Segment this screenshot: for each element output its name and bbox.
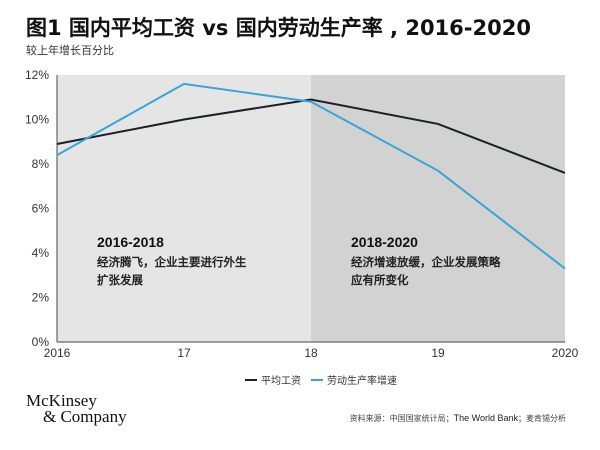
y-tick-label: 2% — [32, 291, 50, 305]
line-chart: 0% 2% 4% 6% 8% 10% 12% 2016 17 18 19 2020 2016-2018… — [25, 68, 579, 387]
region-text-1-0: 经济增速放缓，企业发展策略 — [351, 255, 501, 269]
region-0 — [57, 75, 311, 342]
legend-label-1: 劳动生产率增速 — [327, 374, 397, 387]
logo-line-1: McKinsey — [26, 391, 97, 410]
y-tick-label: 10% — [25, 113, 49, 127]
logo-line-2: & Company — [43, 407, 127, 426]
source-suffix: ；麦肯锡分析 — [518, 414, 566, 423]
x-tick-label: 2016 — [44, 346, 71, 360]
y-tick-label: 6% — [32, 202, 50, 216]
source-world-bank: The World Bank — [453, 413, 518, 423]
y-tick-label: 0% — [32, 335, 50, 349]
source-prefix: 资料来源：中国国家统计局； — [349, 414, 454, 423]
region-1 — [311, 75, 565, 342]
legend-label-0: 平均工资 — [261, 375, 301, 387]
region-label-1: 2018-2020 — [351, 234, 418, 250]
chart-subtitle: 较上年增长百分比 — [26, 44, 114, 57]
x-tick-label: 2020 — [552, 346, 579, 360]
x-tick-label: 17 — [177, 346, 191, 360]
chart-title: 图1 国内平均工资 vs 国内劳动生产率 , 2016-2020 — [26, 16, 531, 40]
region-text-0-1: 扩张发展 — [97, 273, 143, 287]
x-tick-label: 19 — [431, 346, 445, 360]
y-tick-label: 4% — [32, 246, 50, 260]
y-tick-label: 12% — [25, 68, 49, 82]
x-tick-label: 18 — [304, 346, 318, 360]
y-tick-label: 8% — [32, 157, 50, 171]
region-text-1-1: 应有所变化 — [351, 273, 409, 287]
region-text-0-0: 经济腾飞，企业主要进行外生 — [97, 255, 247, 269]
region-label-0: 2016-2018 — [97, 234, 164, 250]
mckinsey-logo: McKinsey & Company — [26, 391, 127, 426]
source-note: 资料来源：中国国家统计局；The World Bank；麦肯锡分析 — [350, 413, 566, 424]
